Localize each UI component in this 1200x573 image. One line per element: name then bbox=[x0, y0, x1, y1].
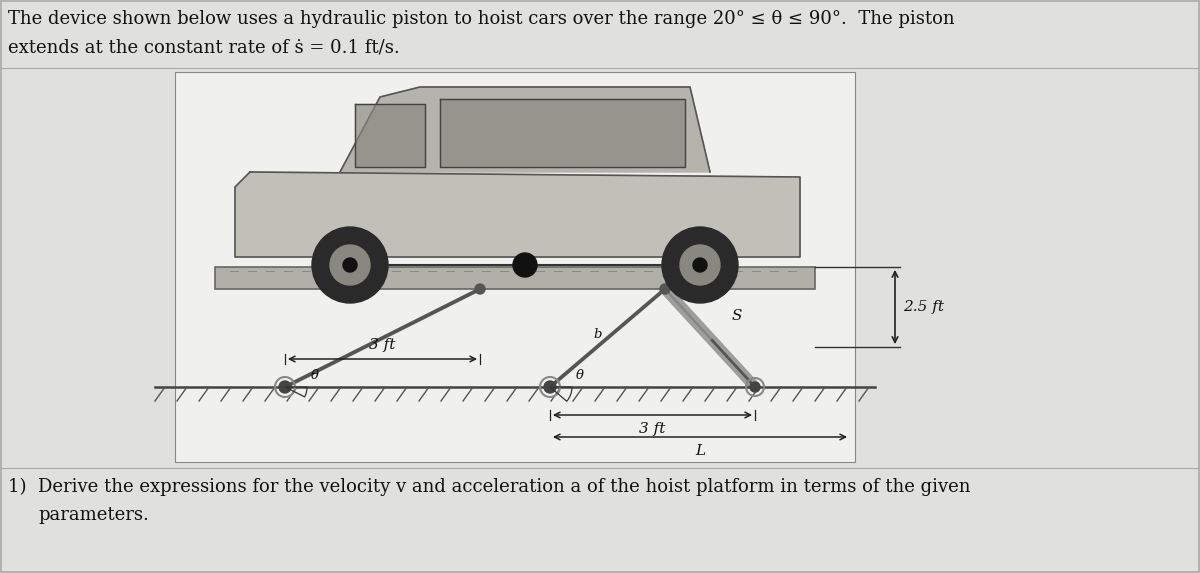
Text: parameters.: parameters. bbox=[38, 506, 149, 524]
Circle shape bbox=[475, 284, 485, 294]
Circle shape bbox=[680, 245, 720, 285]
Circle shape bbox=[660, 284, 670, 294]
Text: The device shown below uses a hydraulic piston to hoist cars over the range 20° : The device shown below uses a hydraulic … bbox=[8, 10, 955, 28]
Circle shape bbox=[694, 258, 707, 272]
Text: S: S bbox=[732, 309, 743, 323]
Text: b: b bbox=[594, 328, 602, 341]
Text: 1)  Derive the expressions for the velocity v and acceleration a of the hoist pl: 1) Derive the expressions for the veloci… bbox=[8, 478, 971, 496]
Bar bbox=[175, 72, 854, 462]
Circle shape bbox=[514, 253, 538, 277]
Circle shape bbox=[278, 381, 292, 393]
Circle shape bbox=[312, 227, 388, 303]
Polygon shape bbox=[355, 104, 425, 167]
Polygon shape bbox=[440, 99, 685, 167]
Bar bbox=[215, 267, 815, 289]
Text: θ: θ bbox=[576, 369, 584, 382]
Circle shape bbox=[662, 227, 738, 303]
Text: 3 ft: 3 ft bbox=[640, 422, 666, 436]
Text: extends at the constant rate of ṡ = 0.1 ft/s.: extends at the constant rate of ṡ = 0.1 … bbox=[8, 38, 400, 56]
Circle shape bbox=[343, 258, 358, 272]
Text: θ: θ bbox=[311, 369, 319, 382]
Text: L: L bbox=[695, 444, 706, 458]
Text: 2.5 ft: 2.5 ft bbox=[904, 300, 944, 314]
Text: 3 ft: 3 ft bbox=[370, 338, 396, 352]
Circle shape bbox=[544, 381, 556, 393]
Circle shape bbox=[330, 245, 370, 285]
Polygon shape bbox=[235, 172, 800, 257]
Circle shape bbox=[750, 382, 760, 392]
Polygon shape bbox=[340, 87, 710, 172]
